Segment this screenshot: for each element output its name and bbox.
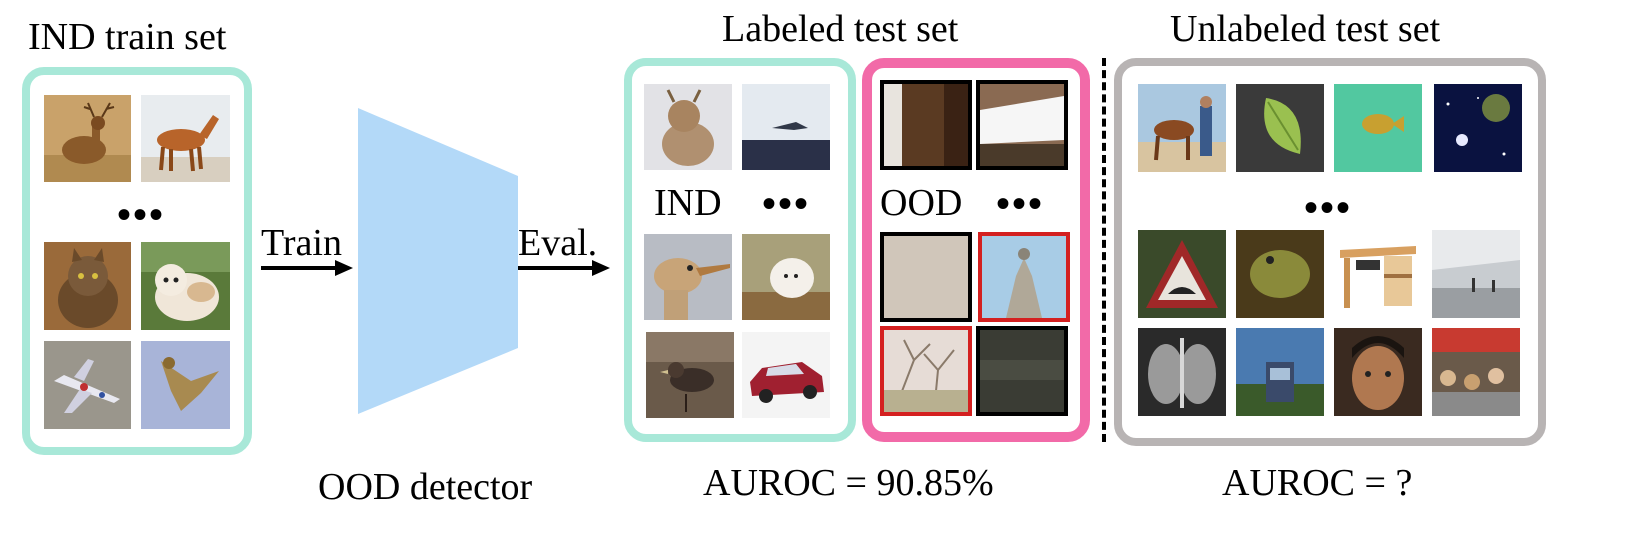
ood-statue-image <box>978 232 1070 322</box>
train-ellipsis: ••• <box>117 192 166 237</box>
ood-door-image <box>880 80 972 170</box>
unlab-frog-image <box>1236 230 1324 318</box>
airplane-image <box>44 341 131 429</box>
unlab-airport-image <box>1432 230 1520 318</box>
train-set-title: IND train set <box>28 16 227 58</box>
unlab-face-image <box>1334 328 1422 416</box>
horse-image <box>141 95 230 182</box>
ood-branches-image <box>880 326 972 416</box>
unlab-train-image <box>1236 328 1324 416</box>
labeled-ood-panel <box>862 58 1090 442</box>
ind-car-image <box>742 332 830 418</box>
ind-label: IND <box>654 182 722 224</box>
ind-ostrich-image <box>644 234 732 320</box>
dog-image <box>141 242 230 330</box>
unlabeled-auroc: AUROC = ? <box>1222 462 1413 504</box>
ood-label: OOD <box>880 182 963 224</box>
unlabeled-test-title: Unlabeled test set <box>1170 8 1441 50</box>
labeled-ind-panel <box>624 58 856 442</box>
ood-dark-texture-image <box>976 326 1068 416</box>
train-arrow <box>261 260 353 276</box>
bird-image <box>141 341 230 429</box>
ind-deer-image <box>644 84 732 170</box>
cat-image <box>44 242 131 330</box>
unlab-leaf-image <box>1236 84 1324 172</box>
unlabeled-test-panel <box>1114 58 1546 446</box>
labeled-test-title: Labeled test set <box>722 8 959 50</box>
divider-line <box>1102 58 1106 442</box>
unlab-fish-image <box>1334 84 1422 172</box>
ind-dog-basket-image <box>742 234 830 320</box>
ind-sparrow-image <box>646 332 734 418</box>
unlab-crowd-image <box>1432 328 1520 416</box>
ind-bird-sky-image <box>742 84 830 170</box>
unlab-roadsign-image <box>1138 230 1226 318</box>
deer-image <box>44 95 131 182</box>
eval-label: Eval. <box>518 222 598 264</box>
unlab-horse-person-image <box>1138 84 1226 172</box>
ood-detector-shape <box>358 108 518 414</box>
unlab-xray-image <box>1138 328 1226 416</box>
unlabeled-ellipsis: ••• <box>1304 185 1353 230</box>
train-set-panel <box>22 67 252 455</box>
labeled-auroc: AUROC = 90.85% <box>703 462 994 504</box>
ood-texture-image <box>880 232 972 322</box>
ood-shelf-image <box>976 80 1068 170</box>
ood-ellipsis: ••• <box>996 181 1045 226</box>
eval-arrow <box>518 260 610 276</box>
train-label: Train <box>261 222 342 264</box>
ind-ellipsis: ••• <box>762 181 811 226</box>
ood-detector-caption: OOD detector <box>318 466 533 508</box>
unlab-desk-image <box>1334 230 1422 318</box>
unlab-space-image <box>1434 84 1522 172</box>
